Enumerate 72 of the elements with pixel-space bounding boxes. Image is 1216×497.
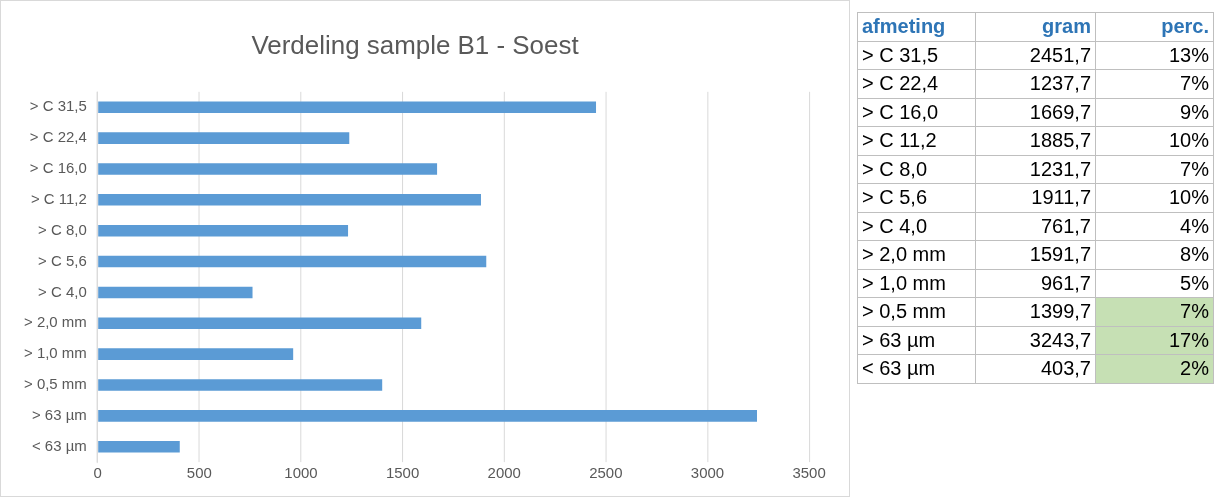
x-tick-label: 0	[93, 464, 102, 482]
x-tick-label: 2000	[487, 464, 521, 482]
y-tick-label: > C 31,5	[29, 97, 87, 115]
y-tick-label: > C 16,0	[29, 159, 87, 177]
text: perc.	[1095, 12, 1214, 41]
text: 13%	[1095, 41, 1214, 70]
text: 2%	[1095, 354, 1214, 383]
x-tick-label: 3500	[792, 464, 826, 482]
text: > 0,5 mm	[857, 297, 976, 326]
text: 8%	[1095, 240, 1214, 269]
bar	[98, 348, 294, 360]
text: > C 8,0	[857, 155, 976, 184]
text: > C 22,4	[857, 69, 976, 98]
text: 1669,7	[975, 98, 1096, 127]
bar	[98, 132, 350, 144]
text: 17%	[1095, 326, 1214, 355]
text: > C 4,0	[857, 212, 976, 241]
text: 10%	[1095, 183, 1214, 212]
text: 403,7	[975, 354, 1096, 383]
text: 5%	[1095, 269, 1214, 298]
text: 2451,7	[975, 41, 1096, 70]
x-tick-label: 1500	[385, 464, 420, 482]
x-tick-label: 1000	[284, 464, 318, 482]
text: 1399,7	[975, 297, 1096, 326]
y-tick-label: > C 5,6	[38, 251, 87, 269]
x-tick-label: 3000	[690, 464, 725, 482]
chart-title: Verdeling sample B1 - Soest	[251, 30, 580, 59]
y-tick-label: > C 22,4	[29, 128, 87, 146]
y-tick-label: > 0,5 mm	[23, 375, 87, 393]
y-tick-label: > 1,0 mm	[23, 344, 87, 362]
bar	[98, 379, 383, 391]
bar	[98, 440, 180, 453]
text: < 63 µm	[857, 354, 976, 383]
y-tick-label: < 63 µm	[31, 436, 87, 454]
text: 7%	[1095, 155, 1214, 184]
x-tick-label: 500	[186, 464, 212, 482]
text: gram	[975, 12, 1096, 41]
text: 1231,7	[975, 155, 1096, 184]
bar	[98, 163, 438, 175]
text: afmeting	[857, 12, 976, 41]
text: 1591,7	[975, 240, 1096, 269]
bar	[98, 194, 481, 206]
y-tick-label: > C 8,0	[38, 220, 87, 238]
text: 3243,7	[975, 326, 1096, 355]
bar	[98, 286, 253, 299]
text: 10%	[1095, 126, 1214, 155]
bar	[98, 410, 757, 422]
text: 761,7	[975, 212, 1096, 241]
text: 9%	[1095, 98, 1214, 127]
text: 1911,7	[975, 183, 1096, 212]
text: > 1,0 mm	[857, 269, 976, 298]
bar	[98, 224, 349, 237]
text: 4%	[1095, 212, 1214, 241]
text: 1237,7	[975, 69, 1096, 98]
text: > C 11,2	[857, 126, 976, 155]
y-tick-label: > 2,0 mm	[23, 313, 87, 331]
bar	[98, 101, 597, 114]
y-tick-label: > 63 µm	[31, 405, 87, 423]
x-tick-label: 2500	[589, 464, 623, 482]
text: 7%	[1095, 69, 1214, 98]
text: > 2,0 mm	[857, 240, 976, 269]
text: 1885,7	[975, 126, 1096, 155]
y-tick-label: > C 4,0	[38, 282, 87, 300]
text: > C 5,6	[857, 183, 976, 212]
text: > C 16,0	[857, 98, 976, 127]
y-tick-label: > C 11,2	[30, 189, 87, 207]
bar	[98, 317, 422, 330]
text: 7%	[1095, 297, 1214, 326]
text: > C 31,5	[857, 41, 976, 70]
text: > 63 µm	[857, 326, 976, 355]
bar	[98, 255, 487, 268]
text: 961,7	[975, 269, 1096, 298]
